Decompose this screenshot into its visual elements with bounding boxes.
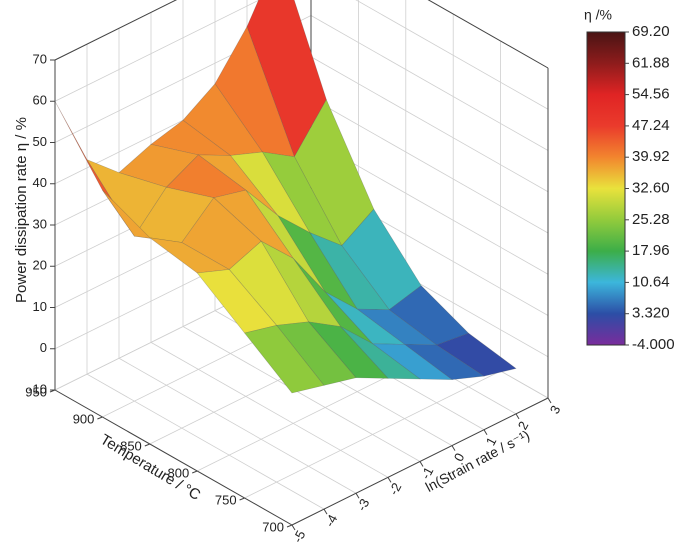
z-tick-label: 10 [33,299,47,314]
colorbar-tick-label: 39.92 [632,148,670,165]
strain-tick [483,429,488,436]
surface-patch [149,237,231,274]
temperature-tick [97,416,103,420]
colorbar-tick-label: 61.88 [632,54,670,71]
strain-tick [355,492,360,499]
surface-patch [54,101,135,237]
z-axis-title: Power dissipation rate η / % [13,117,30,303]
colorbar-tick-label: 54.56 [632,86,670,103]
temperature-tick-label: 900 [73,411,95,426]
box-edge [54,0,178,61]
colorbar-tick-label: 25.28 [632,211,670,228]
strain-tick [387,477,392,483]
colorbar-title: η /% [584,7,612,23]
colorbar-tick-label: 69.20 [632,23,670,40]
colorbar-tick-label: -4.000 [632,336,675,353]
grid-line [310,97,549,234]
strain-tick-label: 1 [483,435,500,448]
strain-tick [515,413,520,420]
strain-tick-label: -3 [354,496,373,513]
surface-patch [196,269,278,334]
surface-patch [309,232,390,311]
z-tick-label: 40 [33,175,47,190]
strain-tick-label: -5 [290,528,309,545]
strain-tick-label: 0 [451,450,468,463]
z-tick-label: 60 [33,93,47,108]
strain-tick [547,397,552,404]
strain-tick-label: -4 [322,512,341,529]
z-tick-label: 70 [33,51,47,66]
temperature-tick [144,443,150,447]
temperature-tick-label: 850 [120,438,142,453]
surface-patch [229,151,311,234]
temperature-tick-label: 800 [167,465,189,480]
z-tick-label: 50 [33,134,47,149]
temperature-tick [49,389,56,393]
grid-line [310,56,549,193]
box-edge [54,389,293,526]
colorbar-tick-label: 47.24 [632,117,670,134]
strain-tick-label: -2 [386,480,405,497]
temperature-tick [192,470,198,474]
surface-patch [244,325,325,394]
temperature-tick-label: 750 [215,492,237,507]
colorbar [586,31,626,346]
grid-line [182,326,421,462]
grid-line [355,0,549,110]
z-tick-label: 30 [33,216,47,231]
colorbar-tick-label: 17.96 [632,242,670,259]
strain-tick-label: 3 [547,403,564,416]
grid-line [427,0,549,69]
z-tick-label: -10 [28,381,47,396]
z-tick-label: 20 [33,258,47,273]
temperature-tick [286,524,293,528]
surface-patch [276,214,359,310]
grid-line [86,373,325,510]
colorbar-tick-label: 3.320 [632,305,670,322]
colorbar-tick-label: 32.60 [632,179,670,196]
surface-patch [341,208,422,311]
temperature-tick-label: 700 [262,519,284,534]
strain-tick [419,461,424,467]
grid-line [244,370,501,499]
grid-line [310,15,549,151]
grid-line [54,0,260,102]
temperature-tick [239,497,245,501]
strain-tick [451,445,456,451]
grid-line [118,357,357,494]
temperature-tick-label: 950 [25,384,47,399]
grid-line [150,342,389,478]
z-tick-label: 0 [40,340,47,355]
colorbar-tick-label: 10.64 [632,273,670,290]
box-edge [427,0,549,69]
strain-tick [291,524,296,531]
strain-tick [323,508,328,515]
strain-axis-title: ln(Strain rate / s⁻¹) [423,427,533,495]
